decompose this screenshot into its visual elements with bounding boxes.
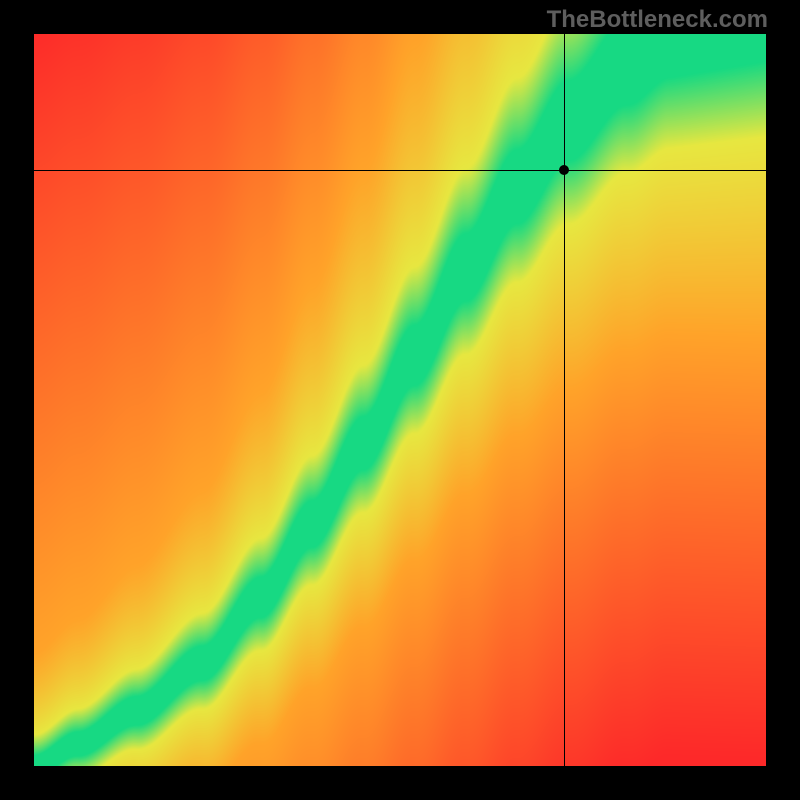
crosshair-vertical (564, 34, 565, 766)
crosshair-horizontal (34, 170, 766, 171)
plot-area (34, 34, 766, 766)
watermark-text: TheBottleneck.com (547, 6, 768, 34)
heatmap-canvas (34, 34, 766, 766)
crosshair-marker (559, 165, 569, 175)
